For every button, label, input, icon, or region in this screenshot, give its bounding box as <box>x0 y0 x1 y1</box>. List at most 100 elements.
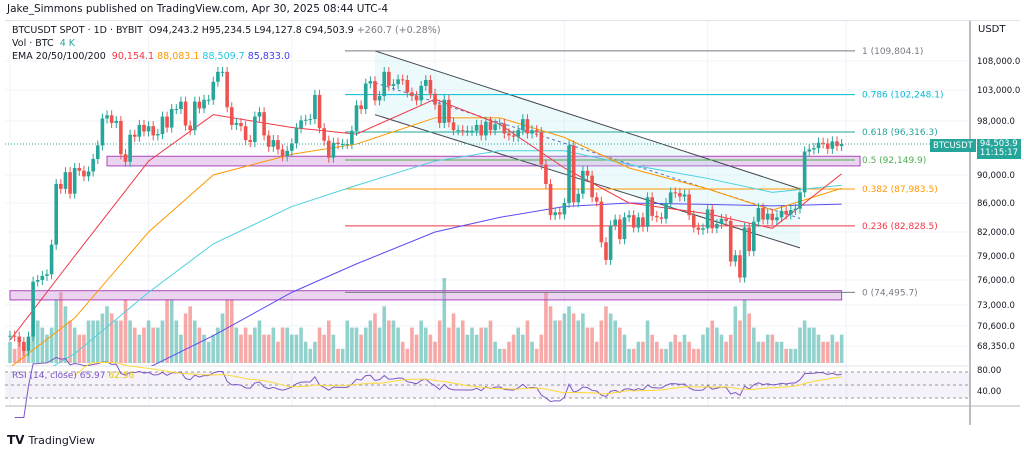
volume-bar <box>798 327 802 363</box>
rsi-label[interactable]: RSI (14, close) <box>12 371 77 381</box>
candle-body <box>696 227 701 230</box>
volume-bar <box>442 278 447 363</box>
x-tick-label: May <box>838 410 856 420</box>
volume-bar <box>313 341 317 363</box>
volume-bar <box>567 306 571 363</box>
candle-body <box>280 149 285 157</box>
x-tick-label: Dec <box>141 410 158 420</box>
support-zone <box>106 155 861 167</box>
volume-bar <box>779 341 784 363</box>
volume-bar <box>123 299 128 363</box>
candle-body <box>239 122 243 127</box>
volume-bar <box>673 334 678 363</box>
last-price: 94,503.9 <box>979 139 1018 149</box>
candle-body <box>553 212 557 216</box>
channel-upper-line <box>374 50 801 190</box>
volume-bar <box>437 320 442 363</box>
ema100-value: 88,509.7 <box>202 51 245 62</box>
candle-body <box>576 193 581 203</box>
candle-body <box>521 119 525 131</box>
candle-body <box>530 130 534 134</box>
volume-bar <box>72 327 77 363</box>
volume-bar <box>604 306 608 363</box>
volume-bar <box>257 320 262 363</box>
candle-body <box>821 142 825 144</box>
volume-bar <box>636 341 641 363</box>
fib-level-label: 1 (109,804.1) <box>862 47 923 57</box>
candle-body <box>350 130 354 145</box>
candle-body <box>377 96 382 101</box>
candle-body <box>91 158 95 172</box>
volume-bar <box>114 320 119 363</box>
volume-bar <box>493 341 497 363</box>
candle-body <box>109 115 114 123</box>
volume-bar <box>308 348 313 363</box>
volume-bar <box>197 327 202 363</box>
rsi-tick-label: 80.00 <box>977 366 1001 376</box>
candle-body <box>539 132 544 165</box>
symbol-label[interactable]: BTCUSDT SPOT · 1D · BYBIT <box>12 25 143 36</box>
candle-body <box>257 112 262 117</box>
candle-body <box>31 281 35 337</box>
candle-body <box>497 123 502 125</box>
volume-bar <box>724 341 728 363</box>
volume-bar <box>151 327 156 363</box>
volume-bar <box>373 313 377 363</box>
candle-body <box>414 96 419 101</box>
candle-body <box>40 275 45 280</box>
candle-body <box>77 167 82 171</box>
volume-bar <box>276 341 280 363</box>
volume-bar <box>534 348 539 363</box>
candle-body <box>585 170 590 176</box>
candle-body <box>387 71 391 86</box>
volume-bar <box>752 327 756 363</box>
low-value: L94,127.8 <box>254 25 302 36</box>
candle-body <box>59 183 63 189</box>
x-tick-label: Apr <box>700 410 715 420</box>
rsi-ma-line <box>74 361 842 395</box>
candle-body <box>326 140 331 158</box>
volume-bar <box>507 341 511 363</box>
volume-bar <box>525 320 530 363</box>
candle-body <box>359 105 363 110</box>
ema-label[interactable]: EMA 20/50/100/200 <box>12 51 106 62</box>
candle-body <box>179 101 183 110</box>
candle-body <box>146 126 151 132</box>
chart-legend: BTCUSDT SPOT · 1D · BYBIT O94,243.2 H95,2… <box>12 24 444 63</box>
volume-bar <box>788 348 793 363</box>
volume-bar <box>419 320 423 363</box>
volume-bar <box>433 341 437 363</box>
candle-body <box>590 175 594 198</box>
tradingview-logo[interactable]: TV TradingView <box>7 433 95 447</box>
volume-bar <box>345 320 350 363</box>
volume-bar <box>105 306 109 363</box>
candle-body <box>631 215 636 228</box>
candle-body <box>45 274 49 276</box>
candle-body <box>733 255 738 262</box>
volume-bar <box>613 320 618 363</box>
candle-body <box>363 83 368 110</box>
y-tick-label: 73,000.0 <box>977 301 1015 311</box>
volume-label[interactable]: Vol · BTC <box>12 38 54 49</box>
candle-body <box>812 148 816 150</box>
candle-body <box>747 227 751 252</box>
volume-bar <box>557 320 562 363</box>
volume-bar <box>747 313 751 363</box>
candle-body <box>465 130 470 132</box>
candle-body <box>317 94 322 129</box>
chart-frame <box>5 20 1020 417</box>
candle-body <box>169 109 174 128</box>
volume-bar <box>784 348 788 363</box>
candle-body <box>216 71 220 82</box>
volume-row: Vol · BTC 4 K <box>12 37 444 50</box>
x-tick-label: Nov <box>6 410 23 420</box>
candle-body <box>705 209 710 229</box>
volume-bar <box>377 327 382 363</box>
volume-bar <box>354 327 359 363</box>
candle-body <box>507 133 511 136</box>
volume-bar <box>396 327 400 363</box>
candle-body <box>830 141 835 149</box>
candle-body <box>437 104 442 123</box>
volume-bar <box>266 334 271 363</box>
